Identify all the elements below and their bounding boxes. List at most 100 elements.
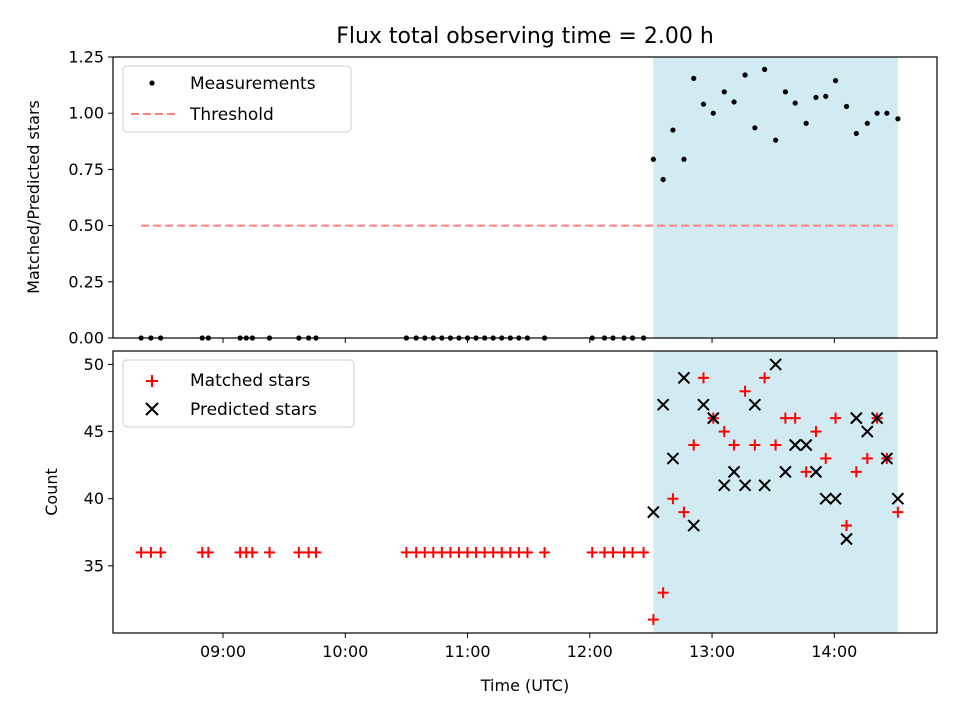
measurement-point bbox=[874, 110, 880, 116]
legend-matched-label: Matched stars bbox=[190, 371, 310, 391]
matched-star-point bbox=[202, 546, 214, 558]
legend-predicted-marker bbox=[145, 402, 159, 416]
matched-star-point bbox=[770, 439, 782, 451]
measurement-point bbox=[843, 103, 850, 110]
predicted-star-point bbox=[829, 492, 842, 505]
legend-threshold-label: Threshold bbox=[189, 105, 274, 125]
legend-matched-marker bbox=[146, 375, 158, 387]
matched-star-point bbox=[678, 506, 690, 518]
predicted-star-point bbox=[656, 398, 670, 411]
bottom-y-tick-label: 50 bbox=[84, 355, 104, 374]
x-tick-label: 13:00 bbox=[689, 642, 735, 661]
matched-star-point bbox=[841, 520, 853, 532]
matched-star-point bbox=[861, 452, 873, 464]
predicted-star-point bbox=[861, 425, 874, 438]
legend-measurements-label: Measurements bbox=[190, 74, 316, 94]
measurement-point bbox=[762, 66, 768, 72]
matched-star-point bbox=[135, 546, 147, 558]
x-tick-label: 14:00 bbox=[811, 642, 857, 661]
matched-star-point bbox=[810, 426, 822, 438]
measurement-point bbox=[853, 130, 859, 137]
matched-star-point bbox=[779, 412, 791, 424]
matched-star-point bbox=[263, 546, 275, 558]
matched-star-point bbox=[145, 546, 157, 558]
top-plot: 0.00 0.25 0.50 0.75 1.00 1.25 Matched/Predict… bbox=[24, 48, 938, 348]
matched-star-point bbox=[607, 546, 619, 558]
x-tick-label: 12:00 bbox=[567, 642, 613, 661]
measurement-point bbox=[823, 93, 829, 99]
predicted-star-point bbox=[748, 398, 762, 411]
predicted-star-point bbox=[891, 492, 905, 505]
predicted-star-point bbox=[647, 505, 660, 519]
measurement-point bbox=[884, 110, 890, 116]
predicted-star-point bbox=[738, 479, 752, 492]
top-y-tick-label: 1.25 bbox=[68, 48, 104, 67]
matched-star-point bbox=[739, 385, 751, 397]
predicted-star-point bbox=[718, 479, 731, 492]
bottom-plot-frame bbox=[112, 350, 938, 634]
matched-star-point bbox=[892, 506, 904, 518]
matched-star-point bbox=[521, 546, 533, 558]
matched-star-point bbox=[647, 614, 659, 626]
matched-star-point bbox=[293, 546, 305, 558]
bottom-legend-box bbox=[122, 359, 355, 428]
matched-star-point bbox=[400, 546, 412, 558]
measurement-point bbox=[773, 137, 779, 143]
matched-star-point bbox=[310, 546, 322, 558]
matched-star-point bbox=[718, 426, 730, 438]
predicted-star-point bbox=[809, 465, 823, 479]
top-y-tick-label: 0.00 bbox=[68, 329, 104, 348]
measurement-point bbox=[803, 120, 809, 126]
bottom-legend: Matched stars Predicted stars bbox=[122, 359, 355, 428]
top-y-tick-label: 0.50 bbox=[68, 216, 104, 235]
predicted-star-point bbox=[870, 411, 884, 425]
matched-star-point bbox=[638, 546, 650, 558]
predicted-star-point bbox=[840, 532, 853, 546]
measurement-point bbox=[813, 94, 819, 101]
chart-title: Flux total observing time = 2.00 h bbox=[336, 24, 714, 49]
matched-star-point bbox=[820, 452, 832, 464]
predicted-star-point bbox=[819, 492, 832, 505]
predicted-star-point bbox=[788, 438, 802, 452]
matched-star-point bbox=[688, 439, 700, 451]
matched-star-point bbox=[749, 439, 761, 451]
matched-star-point bbox=[789, 412, 801, 424]
predicted-star-point bbox=[697, 398, 710, 411]
bottom-y-tick-label: 35 bbox=[84, 556, 104, 575]
measurement-point bbox=[792, 100, 798, 106]
predicted-star-point bbox=[779, 465, 792, 479]
predicted-star-point bbox=[850, 411, 863, 425]
measurement-point bbox=[700, 101, 707, 107]
measurement-point bbox=[864, 120, 870, 126]
predicted-star-point bbox=[707, 411, 720, 425]
top-y-tick-label: 1.00 bbox=[68, 104, 104, 123]
measurement-point bbox=[721, 89, 727, 95]
measurement-point bbox=[650, 156, 656, 162]
measurement-point bbox=[742, 72, 748, 78]
top-shaded-span bbox=[653, 57, 898, 338]
x-tick-label: 10:00 bbox=[322, 642, 368, 661]
measurement-point bbox=[752, 125, 758, 131]
matched-star-point bbox=[850, 466, 862, 478]
top-y-tick-label: 0.25 bbox=[68, 272, 104, 291]
bottom-y-tick-label: 40 bbox=[84, 489, 104, 508]
x-tick-label: 11:00 bbox=[444, 642, 490, 661]
measurement-point bbox=[670, 127, 676, 133]
matched-star-point bbox=[667, 493, 679, 505]
measurement-point bbox=[731, 99, 737, 105]
measurement-point bbox=[832, 78, 839, 84]
matched-star-point bbox=[657, 587, 669, 599]
top-y-axis-label: Matched/Predicted stars bbox=[24, 100, 43, 294]
matched-star-point bbox=[539, 546, 551, 558]
measurement-point bbox=[691, 75, 697, 81]
matched-star-point bbox=[155, 546, 167, 558]
predicted-star-point bbox=[880, 452, 894, 465]
bottom-shaded-span bbox=[653, 351, 898, 633]
measurement-point bbox=[660, 176, 666, 183]
bottom-y-axis-label: Count bbox=[42, 468, 61, 516]
top-plot-frame bbox=[112, 56, 938, 339]
predicted-star-point bbox=[687, 519, 700, 532]
measurement-point bbox=[710, 110, 716, 116]
top-legend-box bbox=[122, 65, 352, 133]
